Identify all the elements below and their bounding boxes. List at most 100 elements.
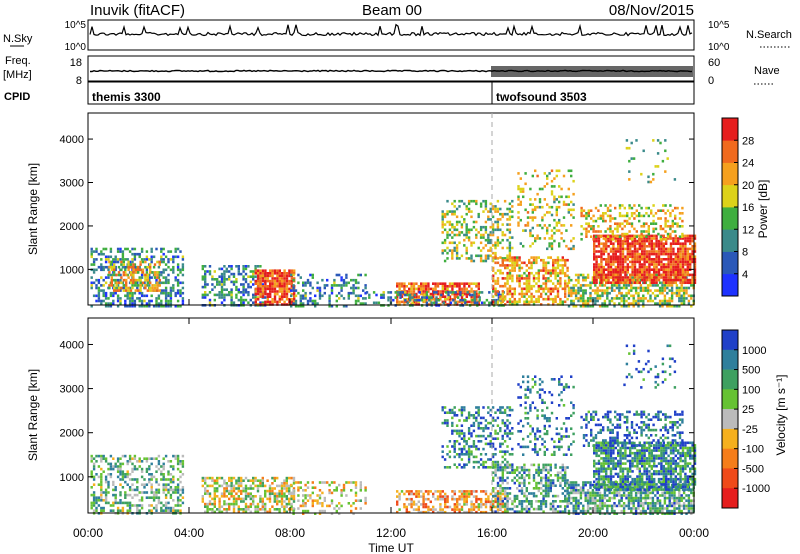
range-gate-cell — [254, 287, 257, 291]
range-gate-cell — [131, 467, 134, 471]
range-gate-cell — [208, 500, 212, 503]
range-gate-cell — [605, 247, 608, 251]
range-gate-cell — [693, 242, 697, 245]
range-gate-cell — [650, 239, 653, 243]
range-gate-cell — [420, 285, 423, 288]
range-gate-cell — [655, 250, 658, 253]
range-gate-cell — [606, 286, 609, 290]
range-gate-cell — [617, 242, 620, 245]
colorbar-swatch — [722, 140, 738, 163]
range-gate-cell — [662, 263, 665, 266]
range-gate-cell — [548, 224, 551, 227]
range-gate-cell — [600, 255, 603, 258]
range-gate-cell — [244, 495, 248, 498]
range-gate-cell — [661, 159, 665, 163]
date-title: 08/Nov/2015 — [609, 2, 694, 19]
range-gate-cell — [261, 484, 264, 488]
range-gate-cell — [664, 170, 667, 173]
range-gate-cell — [655, 271, 658, 274]
range-gate-cell — [648, 234, 651, 238]
range-gate-cell — [627, 291, 631, 295]
range-gate-cell — [288, 492, 291, 495]
noise-tick-top-right: 10^5 — [708, 20, 730, 31]
range-gate-cell — [143, 486, 146, 489]
range-gate-cell — [318, 509, 322, 513]
range-gate-cell — [470, 259, 473, 263]
range-gate-cell — [572, 291, 575, 295]
range-gate-cell — [143, 478, 146, 481]
range-gate-cell — [600, 268, 603, 271]
range-gate-cell — [328, 294, 331, 298]
range-gate-cell — [278, 295, 281, 298]
range-gate-cell — [126, 247, 129, 251]
range-gate-cell — [626, 214, 629, 218]
range-gate-cell — [382, 291, 385, 294]
range-gate-cell — [522, 244, 525, 248]
range-gate-cell — [242, 267, 245, 271]
range-gate-cell — [137, 284, 140, 287]
range-gate-cell — [276, 502, 279, 506]
range-gate-cell — [632, 281, 635, 285]
range-gate-cell — [92, 478, 96, 481]
range-gate-cell — [146, 281, 149, 285]
nave-tick-bottom: 0 — [708, 75, 714, 87]
range-gate-cell — [525, 297, 528, 301]
range-gate-cell — [482, 210, 485, 213]
range-gate-cell — [691, 278, 694, 282]
range-gate-cell — [532, 295, 536, 298]
range-gate-cell — [689, 252, 692, 256]
range-gate-cell — [259, 497, 262, 501]
range-gate-cell — [538, 198, 542, 201]
range-gate-cell — [119, 247, 122, 251]
range-gate-cell — [148, 465, 151, 468]
range-gate-cell — [338, 273, 341, 277]
range-gate-cell — [668, 284, 671, 287]
range-gate-cell — [232, 502, 236, 506]
range-gate-cell — [480, 490, 483, 493]
range-gate-cell — [124, 265, 127, 269]
range-gate-cell — [169, 297, 173, 300]
range-gate-cell — [657, 245, 661, 248]
range-gate-cell — [506, 254, 509, 258]
range-gate-cell — [92, 467, 96, 471]
range-gate-cell — [473, 293, 477, 297]
range-gate-cell — [496, 303, 500, 306]
range-gate-cell — [455, 207, 459, 211]
range-gate-cell — [240, 479, 243, 482]
range-gate-cell — [472, 503, 476, 506]
range-gate-cell — [482, 233, 485, 237]
range-gate-cell — [131, 291, 134, 295]
range-gate-cell — [669, 255, 673, 258]
range-gate-cell — [144, 284, 147, 287]
range-gate-cell — [546, 231, 549, 235]
range-gate-cell — [328, 304, 331, 308]
range-gate-cell — [281, 272, 284, 275]
range-gate-cell — [342, 284, 346, 287]
range-gate-cell — [119, 491, 122, 494]
range-gate-cell — [677, 247, 680, 251]
range-gate-cell — [259, 279, 262, 283]
range-gate-cell — [616, 227, 619, 231]
range-gate-cell — [601, 304, 604, 308]
range-gate-cell — [244, 291, 248, 294]
range-gate-cell — [176, 460, 180, 463]
range-gate-cell — [357, 281, 360, 285]
range-gate-cell — [309, 299, 312, 303]
range-gate-cell — [119, 478, 122, 481]
range-gate-cell — [691, 252, 694, 256]
range-gate-cell — [162, 457, 165, 460]
range-gate-cell — [549, 287, 552, 291]
range-gate-cell — [528, 277, 531, 280]
range-gate-cell — [244, 497, 248, 501]
range-gate-cell — [318, 286, 322, 290]
range-gate-cell — [162, 486, 165, 489]
range-gate-cell — [148, 467, 151, 471]
range-gate-cell — [460, 300, 464, 304]
range-gate-cell — [477, 497, 480, 501]
range-gate-cell — [552, 261, 555, 265]
range-gate-cell — [119, 250, 122, 253]
range-gate-cell — [398, 492, 401, 496]
range-gate-cell — [92, 263, 96, 266]
range-gate-cell — [607, 263, 610, 266]
range-gate-cell — [645, 206, 648, 210]
